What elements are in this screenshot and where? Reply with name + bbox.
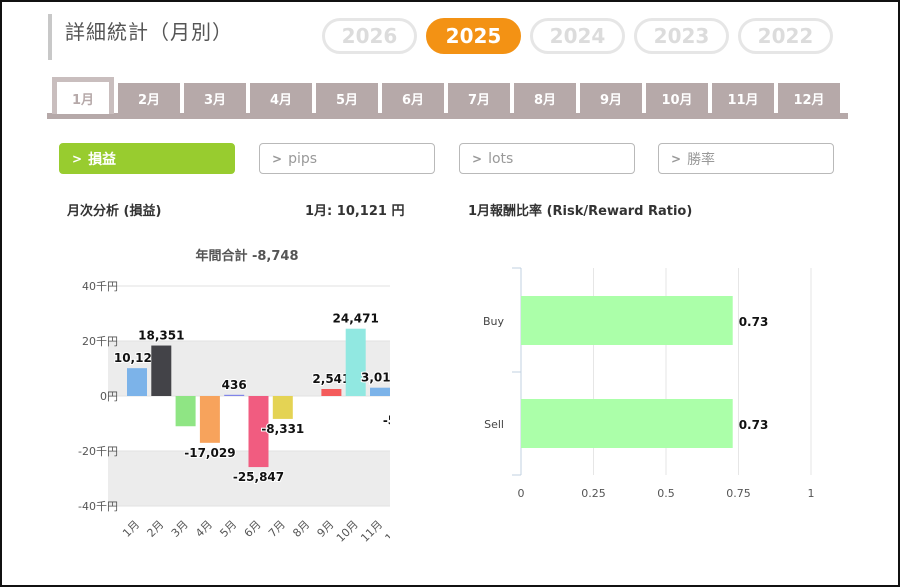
chevron-right-icon: > [472, 151, 483, 166]
metric-profit-button[interactable]: > 損益 [59, 143, 235, 174]
bar-value-label: 436 [222, 378, 247, 392]
bar-value-label: 10,121 [114, 351, 160, 365]
year-2026-button[interactable]: 2026 [322, 18, 417, 54]
bar-11 [370, 387, 390, 396]
current-month-profit: 1月: 10,121 円 [305, 204, 405, 219]
x-tick-label: 5月 [217, 518, 239, 540]
bar-10 [345, 328, 366, 396]
chevron-right-icon: > [272, 151, 283, 166]
x-tick-label: 1月 [120, 518, 142, 540]
tab-month-7[interactable]: 7月 [448, 83, 510, 114]
bar-2 [151, 345, 172, 396]
metric-lots-label: lots [488, 150, 514, 167]
chart-total-label: 年間合計 -8,748 [195, 248, 298, 264]
tab-month-12[interactable]: 12月 [778, 83, 840, 114]
tabs-underline [47, 113, 848, 119]
rr-bar-buy [521, 296, 733, 345]
x-tick-label: 7月 [266, 518, 288, 540]
year-selector: 2026 2025 2024 2023 2022 [322, 18, 833, 54]
metric-winrate-label: 勝率 [687, 151, 716, 168]
x-tick-label: 1 [808, 487, 815, 500]
y-category-label: Buy [483, 315, 505, 328]
y-tick-label: -40千円 [78, 500, 118, 513]
metric-lots-button[interactable]: > lots [459, 143, 635, 174]
tab-month-10[interactable]: 10月 [646, 83, 708, 114]
chevron-right-icon: > [72, 151, 83, 166]
x-tick-label: 10月 [334, 518, 361, 545]
risk-reward-chart: 0 0.25 0.5 0.75 1 Buy 0.73 Sell 0.73 [483, 267, 815, 500]
x-tick-label: 3月 [169, 518, 191, 540]
bar-3 [175, 396, 196, 427]
year-2023-button[interactable]: 2023 [634, 18, 729, 54]
month-tabs: 1月 2月 3月 4月 5月 6月 7月 8月 9月 10月 11月 12月 [52, 77, 844, 114]
x-tick-label: 9月 [315, 518, 337, 540]
y-tick-label: 20千円 [82, 335, 118, 348]
metric-pips-label: pips [288, 150, 318, 167]
bar-value-label: -8,331 [261, 422, 304, 436]
y-tick-label: 0円 [100, 390, 118, 403]
x-tick-label: 11月 [358, 518, 385, 545]
y-tick-label: 40千円 [82, 280, 118, 293]
page-title: 詳細統計（月別） [65, 20, 233, 44]
x-tick-label: 0.25 [581, 487, 606, 500]
x-tick-label: 6月 [242, 518, 264, 540]
bar-value-label: -5,220 [383, 413, 390, 427]
metric-pips-button[interactable]: > pips [259, 143, 435, 174]
year-2024-button[interactable]: 2024 [530, 18, 625, 54]
bar-value-label: -17,029 [184, 446, 235, 460]
tab-month-1[interactable]: 1月 [52, 77, 114, 114]
bar-value-label: 2,541 [312, 372, 350, 386]
monthly-profit-chart: 年間合計 -8,748 40千円 20千円 0円 -20千円 -40千円 10,121 1月 1… [78, 248, 390, 545]
rr-value-label: 0.73 [739, 418, 769, 432]
tab-month-9[interactable]: 9月 [580, 83, 642, 114]
tab-month-5[interactable]: 5月 [316, 83, 378, 114]
year-2025-button[interactable]: 2025 [426, 18, 521, 54]
tab-month-11[interactable]: 11月 [712, 83, 774, 114]
tab-month-4[interactable]: 4月 [250, 83, 312, 114]
bar-value-label: 24,471 [333, 312, 379, 326]
x-tick-label: 0 [518, 487, 525, 500]
tab-month-2[interactable]: 2月 [118, 83, 180, 114]
y-tick-label: -20千円 [78, 445, 118, 458]
bar-7 [272, 396, 293, 419]
bar-value-label: -25,847 [233, 470, 284, 484]
bar-value-label: 18,351 [138, 329, 184, 343]
x-tick-label: 0.75 [726, 487, 751, 500]
tab-month-3[interactable]: 3月 [184, 83, 246, 114]
bar-4 [199, 396, 220, 443]
y-category-label: Sell [484, 418, 504, 431]
tab-month-8[interactable]: 8月 [514, 83, 576, 114]
x-tick-label: 12月 [383, 518, 390, 545]
rr-value-label: 0.73 [739, 315, 769, 329]
monthly-analysis-heading: 月次分析 (損益) [67, 204, 162, 219]
risk-reward-heading: 1月報酬比率 (Risk/Reward Ratio) [468, 204, 693, 219]
page-title-block: 詳細統計（月別） [48, 14, 233, 60]
bar-6 [248, 396, 269, 468]
rr-bar-sell [521, 399, 733, 448]
bar-1 [127, 368, 147, 396]
x-tick-label: 0.5 [657, 487, 675, 500]
x-tick-label: 8月 [290, 518, 312, 540]
chevron-right-icon: > [671, 151, 682, 166]
bar-5 [224, 394, 245, 396]
x-tick-label: 4月 [193, 518, 215, 540]
bar-value-label: 3,018 [361, 371, 390, 385]
tab-month-6[interactable]: 6月 [382, 83, 444, 114]
x-tick-label: 2月 [145, 518, 167, 540]
bar-9 [321, 389, 342, 396]
metric-winrate-button[interactable]: > 勝率 [658, 143, 834, 174]
year-2022-button[interactable]: 2022 [738, 18, 833, 54]
metric-profit-label: 損益 [88, 151, 117, 168]
